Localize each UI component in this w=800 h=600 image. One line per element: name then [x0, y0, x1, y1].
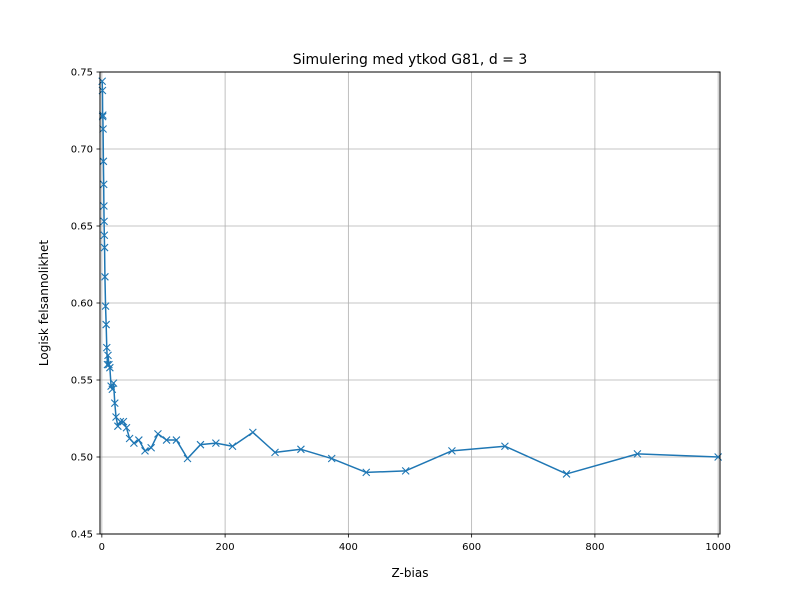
x-axis-ticks: 0 200 400 600 800 1000: [99, 534, 731, 553]
data-point-marker: [162, 436, 171, 444]
x-tick-label: 0: [99, 542, 105, 553]
data-point-marker: [99, 157, 108, 166]
data-point-marker: [196, 440, 205, 449]
y-tick-label: 0.45: [71, 530, 93, 541]
y-tick-label: 0.55: [71, 376, 93, 387]
data-point-marker: [109, 379, 118, 387]
data-point-marker: [100, 243, 109, 252]
data-point-marker: [99, 180, 108, 189]
data-markers: [98, 77, 723, 478]
data-point-marker: [102, 343, 111, 352]
data-point-marker: [130, 439, 138, 448]
data-point-marker: [99, 202, 108, 210]
y-axis-ticks: 0.45 0.50 0.55 0.60 0.65 0.70 0.75: [71, 68, 100, 541]
data-point-marker: [154, 430, 162, 438]
data-point-marker: [271, 448, 279, 457]
data-point-marker: [110, 399, 119, 407]
data-point-marker: [100, 217, 108, 226]
y-tick-label: 0.50: [71, 453, 93, 464]
data-point-marker: [401, 466, 410, 475]
y-axis-label: Logisk felsannolikhet: [37, 240, 51, 366]
data-point-marker: [101, 272, 109, 281]
data-point-marker: [122, 423, 131, 432]
data-point-marker: [134, 436, 143, 444]
data-point-marker: [105, 363, 114, 372]
data-point-marker: [362, 468, 371, 477]
data-point-marker: [633, 450, 642, 458]
y-tick-label: 0.60: [71, 299, 93, 310]
data-point-marker: [183, 454, 192, 463]
x-tick-label: 800: [585, 542, 604, 553]
data-point-marker: [211, 439, 220, 448]
data-point-marker: [102, 320, 111, 329]
x-axis-label: Z-bias: [392, 566, 429, 580]
chart-title: Simulering med ytkod G81, d = 3: [293, 52, 528, 68]
data-point-marker: [172, 436, 181, 444]
x-tick-label: 1000: [705, 542, 730, 553]
data-point-marker: [228, 442, 237, 451]
data-point-marker: [248, 428, 257, 437]
data-point-marker: [327, 454, 336, 463]
data-point-marker: [501, 442, 509, 451]
data-point-marker: [99, 125, 107, 133]
y-tick-label: 0.65: [71, 222, 93, 233]
x-tick-label: 200: [216, 542, 235, 553]
data-point-marker: [113, 422, 122, 431]
data-point-marker: [141, 446, 149, 455]
y-tick-label: 0.70: [71, 145, 93, 156]
data-point-marker: [297, 445, 305, 454]
data-point-marker: [562, 470, 571, 478]
data-point-marker: [98, 111, 107, 120]
data-point-marker: [116, 417, 125, 426]
y-tick-label: 0.75: [71, 68, 93, 79]
data-point-marker: [100, 231, 109, 240]
data-point-marker: [147, 443, 156, 452]
data-point-marker: [108, 385, 117, 394]
x-tick-label: 400: [339, 542, 358, 553]
x-tick-label: 600: [462, 542, 481, 553]
data-point-marker: [119, 417, 128, 426]
data-point-marker: [448, 446, 456, 455]
data-point-marker: [104, 351, 112, 360]
data-point-marker: [101, 302, 110, 310]
